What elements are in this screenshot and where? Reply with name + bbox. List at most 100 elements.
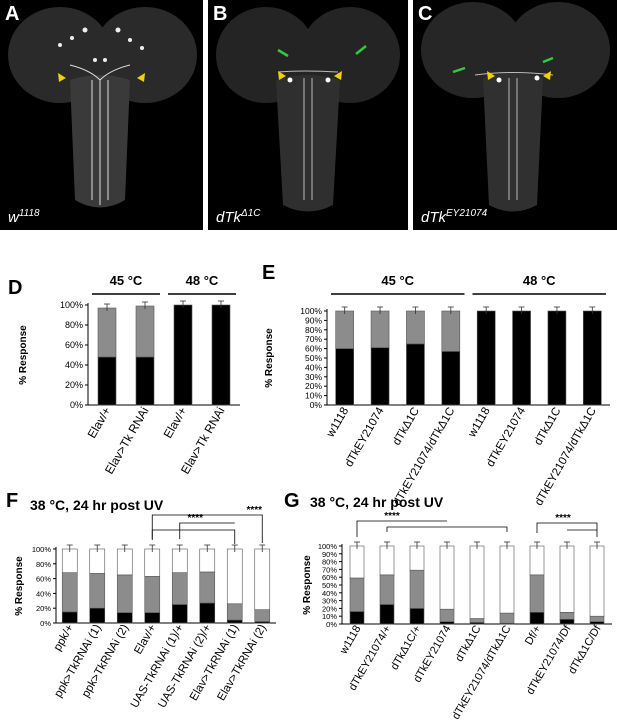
y-tick-label: 40% [305, 362, 322, 372]
bar-segment [144, 548, 161, 577]
y-tick-label: 80% [305, 325, 322, 335]
bar-segment [439, 545, 455, 610]
bar-segment [144, 576, 161, 613]
y-tick-label: 80% [36, 560, 51, 569]
y-tick-label: 70% [305, 334, 322, 344]
bar-segment [529, 611, 545, 625]
y-tick-label: 20% [305, 381, 322, 391]
sig-bracket-f-outer-label: **** [246, 505, 262, 516]
bar-segment [349, 577, 365, 612]
bar-segment [349, 611, 365, 625]
bar-segment [254, 548, 271, 610]
brain-image-c [421, 2, 610, 212]
bar-segment [379, 545, 395, 576]
bar-segment [589, 545, 605, 617]
panel-label-g: G [284, 490, 300, 512]
bar-segment [97, 356, 117, 406]
bar-segment [439, 608, 455, 622]
panel-g-title: 38 °C, 24 hr post UV [310, 494, 444, 510]
group-label: 48 °C [523, 273, 556, 288]
bar-segment [116, 548, 133, 576]
bar-segment [406, 310, 425, 345]
panel-label-f: F [6, 490, 19, 512]
bar-segment [469, 618, 485, 623]
y-tick-label: 90% [305, 315, 322, 325]
y-tick-label: 40% [65, 360, 83, 370]
category-label: w1118 [324, 406, 351, 441]
bar-segment [379, 604, 395, 625]
chart-g: 0%10%20%30%40%50%60%70%80%90%100% % Respo… [302, 541, 612, 722]
panel-label-c: C [418, 3, 433, 25]
sig-bracket-g-left [356, 520, 447, 537]
bar-segment [409, 545, 425, 571]
bar-segment [559, 545, 575, 613]
genotype-b-main: dTk [216, 209, 242, 226]
panel-label-e: E [262, 262, 276, 284]
category-label: Elav/+ [132, 622, 159, 656]
y-tick-label: 10% [322, 612, 337, 621]
category-label: dTkEY21074 [343, 405, 387, 469]
sig-bracket-f-inner [179, 522, 235, 539]
bar-segment [589, 615, 605, 622]
bar-segment [89, 548, 106, 574]
bar-segment [97, 307, 117, 358]
y-tick-label: 20% [322, 604, 337, 613]
group-label: 48 °C [186, 273, 219, 288]
bar-segment [61, 548, 78, 573]
bar-segment [116, 612, 133, 624]
bar-segment [61, 611, 78, 624]
bar-segment [89, 607, 106, 624]
genotype-a-main: w [8, 209, 19, 226]
bar-segment [135, 356, 155, 406]
genotype-a-sup: 1118 [18, 208, 40, 219]
bar-segment [116, 574, 133, 613]
y-tick-label: 90% [322, 550, 337, 559]
bar-segment [254, 609, 271, 622]
bar-segment [512, 310, 531, 406]
category-label: dTkΔ1C [391, 406, 422, 448]
bar-segment [379, 574, 395, 605]
chart-f: 0%20%40%60%80%100%% Responseppk/+ppk>TkR… [14, 544, 276, 710]
bar-segment [349, 545, 365, 579]
y-axis-label: % Response [302, 555, 313, 615]
y-tick-label: 10% [305, 391, 322, 401]
sig-bracket-g-right-label: **** [555, 513, 571, 524]
category-label: dTkΔ1C [453, 623, 483, 663]
sig-bracket-g-left-label: **** [384, 511, 400, 522]
bar-segment [89, 573, 106, 609]
category-label: dTkEY21074/dTkΔ1C [391, 406, 457, 508]
bar-segment [469, 545, 485, 619]
y-axis-label: % Response [18, 325, 29, 385]
chart-e: 0%10%20%30%40%50%60%70%80%90%100% % Respo… [264, 273, 610, 508]
genotype-c-main: dTk [421, 209, 447, 226]
bar-segment [335, 348, 354, 406]
y-tick-label: 30% [322, 597, 337, 606]
panel-label-d: D [8, 277, 23, 299]
bar-segment [199, 548, 216, 573]
bar-segment [61, 572, 78, 613]
chart-d: 0%20%40%60%80%100%% ResponseElav/+Elav>T… [18, 273, 240, 476]
y-tick-label: 40% [322, 589, 337, 598]
category-label: Elav/+ [85, 405, 114, 441]
bar-segment [370, 347, 390, 406]
y-tick-label: 0% [326, 620, 337, 629]
y-tick-label: 100% [300, 306, 322, 316]
y-tick-label: 0% [310, 400, 323, 410]
y-tick-label: 60% [36, 575, 51, 584]
y-axis-label: % Response [264, 328, 275, 388]
y-axis-label: % Response [14, 556, 25, 616]
genotype-label-c: dTkEY21074 [421, 208, 487, 226]
image-panel-a: A w1118 [0, 0, 203, 230]
y-tick-label: 0% [70, 400, 83, 410]
y-tick-label: 50% [322, 581, 337, 590]
genotype-b-sup: Δ1C [241, 208, 261, 219]
bar-segment [409, 608, 425, 625]
y-tick-label: 80% [65, 320, 83, 330]
sig-bracket-f-mid [151, 529, 236, 544]
bar-segment [559, 611, 575, 620]
y-tick-label: 60% [322, 573, 337, 582]
bar-segment [226, 548, 243, 605]
sig-bracket-f-outer [151, 514, 263, 543]
panel-label-a: A [5, 3, 20, 25]
